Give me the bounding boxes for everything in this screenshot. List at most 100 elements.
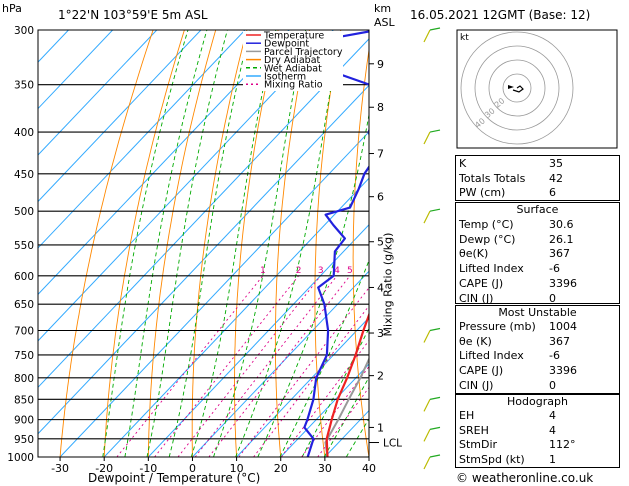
surface-value: 3396	[549, 276, 577, 290]
isotherm-lines	[38, 30, 369, 457]
wind-barb-flag	[429, 208, 441, 212]
mixing-ratio-label: 15	[412, 266, 423, 276]
dry-adiabat-line	[59, 30, 154, 457]
index-top-label: K	[459, 157, 467, 170]
index-top-value: 42	[549, 171, 563, 185]
pressure-label: 450	[14, 169, 34, 181]
surface-label: Lifted Index	[459, 262, 524, 276]
pressure-label: 550	[14, 240, 34, 252]
index-top-label: PW (cm)	[459, 186, 506, 200]
most-unstable-label: Pressure (mb)	[459, 320, 536, 333]
wind-barbs	[423, 27, 441, 470]
legend-bg	[243, 31, 343, 91]
legend-label: Dewpoint	[264, 39, 309, 50]
pressure-label: 950	[14, 434, 34, 446]
indices-unstable-box	[455, 305, 620, 394]
location-title: 1°22'N 103°59'E 5m ASL	[58, 8, 208, 22]
isotherm-line	[38, 30, 114, 110]
mixing-ratio-line	[253, 305, 369, 457]
indices-top-box	[455, 155, 620, 201]
most-unstable-label: Lifted Index	[459, 349, 524, 363]
mixing-ratio-label: 2	[296, 266, 302, 276]
isotherm-line	[192, 270, 369, 457]
mixing-ratio-label: 5	[347, 266, 353, 276]
pressure-label: 800	[14, 373, 34, 385]
pressure-label: 850	[14, 394, 34, 406]
hodograph-index-value: 4	[549, 409, 556, 422]
legend-label: Wet Adiabat	[264, 63, 322, 74]
hodograph-index-label: StmDir	[459, 438, 498, 452]
isotherm-line	[59, 131, 369, 457]
wind-barb	[423, 399, 431, 412]
wind-barb	[423, 456, 431, 470]
profiles	[303, 30, 369, 457]
pressure-label: 900	[14, 415, 34, 427]
hodograph-arrow-icon	[508, 85, 514, 89]
surface-value: 26.1	[549, 232, 574, 246]
lcl-label: LCL	[383, 438, 402, 450]
index-top-value: 6	[549, 186, 556, 200]
km-tick-label: 4	[377, 281, 384, 294]
surface-label: Temp (°C)	[459, 218, 514, 231]
dry-adiabat-line	[314, 30, 342, 457]
plot-frame	[37, 29, 370, 458]
km-tick-label: 2	[377, 370, 384, 383]
legend-label: Dry Adiabat	[264, 55, 321, 66]
isotherm-line	[236, 316, 369, 457]
most-unstable-label: CAPE (J)	[459, 364, 504, 378]
wind-barb	[423, 429, 431, 442]
most-unstable-value: 0	[549, 378, 556, 392]
x-tick-label: 10	[230, 462, 244, 475]
mixing-ratio-label: 1	[260, 266, 266, 276]
most-unstable-title: Most Unstable	[498, 306, 577, 319]
pressure-label: 300	[14, 25, 34, 37]
surface-value: 0	[549, 291, 556, 305]
dry-adiabat-line	[191, 30, 248, 457]
mixing-ratio-line	[280, 339, 369, 457]
mixing-ratio-label: 4	[334, 266, 340, 276]
isotherm-line	[38, 84, 369, 435]
isotherm-line	[38, 30, 158, 156]
datetime-title: 16.05.2021 12GMT (Base: 12)	[410, 8, 591, 22]
pressure-label: 700	[14, 326, 34, 338]
isotherm-line	[38, 30, 334, 342]
pressure-label: 500	[14, 206, 34, 218]
wet-adiabat-line	[301, 327, 369, 457]
hodograph-index-value: 1	[549, 453, 556, 467]
hodograph-title: Hodograph	[507, 395, 568, 408]
mixing-ratio-line	[317, 386, 369, 457]
surface-label: CAPE (J)	[459, 276, 504, 290]
wet-adiabat-line	[323, 376, 369, 457]
most-unstable-label: CIN (J)	[459, 378, 494, 392]
hodograph-ring	[460, 31, 574, 145]
km-tick-label: 9	[377, 58, 384, 71]
temperature-line	[325, 311, 369, 457]
x-tick-label: 40	[362, 462, 376, 475]
km-tick-label: 3	[377, 327, 384, 340]
pressure-label: 750	[14, 350, 34, 362]
km-tick-label: 8	[377, 101, 384, 114]
legend-label: Temperature	[263, 31, 324, 42]
wind-barb-flag	[429, 454, 441, 458]
legend-label: Isotherm	[264, 72, 306, 83]
x-tick-label: -30	[51, 462, 69, 475]
isotherm-line	[38, 30, 290, 296]
km-tick-label: 1	[377, 421, 384, 434]
wet-adiabat-line	[146, 30, 228, 457]
dry-adiabat-line	[234, 30, 279, 457]
most-unstable-value: 3396	[549, 364, 577, 378]
hodograph-index-value: 4	[549, 423, 556, 437]
dewpoint-line	[303, 30, 369, 457]
surface-label: Dewp (°C)	[459, 232, 516, 246]
x-tick-label: 30	[318, 462, 332, 475]
legend-label: Parcel Trajectory	[264, 47, 343, 58]
mixing-ratio-label: 3	[318, 266, 324, 276]
surface-value: 367	[549, 247, 570, 261]
hodograph-ring	[502, 73, 532, 103]
surface-value: 30.6	[549, 218, 574, 231]
hodograph-ring	[474, 45, 560, 131]
hodograph-trace	[512, 85, 524, 93]
